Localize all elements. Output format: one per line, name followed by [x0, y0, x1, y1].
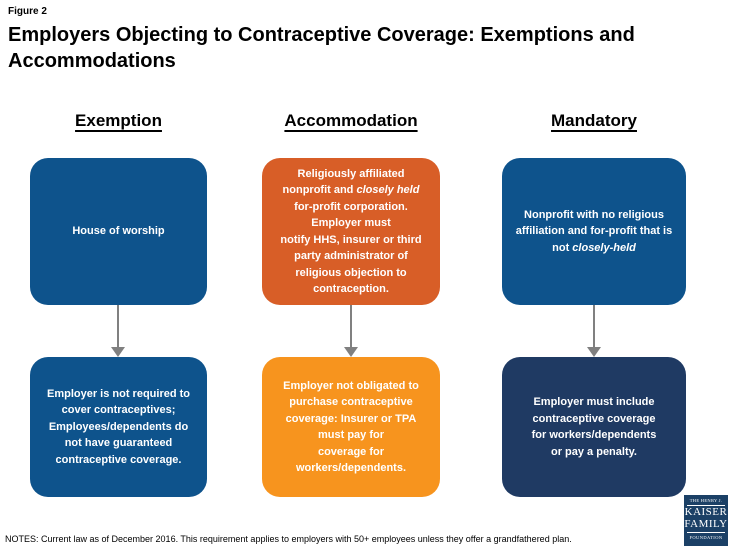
- notes-text: NOTES: Current law as of December 2016. …: [5, 534, 572, 544]
- kff-logo: THE HENRY J. KAISER FAMILY FOUNDATION: [684, 495, 728, 546]
- mandatory-result-box: Employer must include contraceptive cove…: [502, 357, 686, 497]
- column-header-exemption: Exemption: [30, 111, 207, 131]
- logo-family-text: FAMILY: [684, 517, 728, 530]
- column-header-mandatory-text: Mandatory: [551, 111, 637, 130]
- page-title: Employers Objecting to Contraceptive Cov…: [8, 24, 635, 72]
- exemption-source-box: House of worship: [30, 158, 207, 305]
- down-arrow-accommodation: [344, 305, 358, 357]
- mandatory-source-text: Nonprofit with no religious affiliation …: [515, 208, 673, 254]
- arrow-head-icon: [344, 347, 358, 357]
- arrow-shaft: [350, 305, 352, 348]
- logo-henry-j-text: THE HENRY J.: [687, 498, 725, 506]
- exemption-source-text: House of worship: [72, 225, 165, 238]
- accommodation-source-box: Religiously affiliated nonprofit and clo…: [262, 158, 440, 305]
- accommodation-result-text: Employer not obligated to purchase contr…: [283, 379, 419, 475]
- column-header-accommodation: Accommodation: [262, 111, 440, 131]
- logo-foundation-text: FOUNDATION: [687, 532, 725, 540]
- arrow-head-icon: [587, 347, 601, 357]
- down-arrow-mandatory: [587, 305, 601, 357]
- exemption-result-text: Employer is not required to cover contra…: [46, 387, 191, 466]
- arrow-shaft: [117, 305, 119, 348]
- logo-kaiser-text: KAISER: [684, 506, 728, 518]
- exemption-result-box: Employer is not required to cover contra…: [30, 357, 207, 497]
- arrow-shaft: [593, 305, 595, 348]
- accommodation-result-box: Employer not obligated to purchase contr…: [262, 357, 440, 497]
- column-header-accommodation-text: Accommodation: [284, 111, 418, 130]
- accommodation-source-text: Religiously affiliated nonprofit and clo…: [280, 167, 422, 296]
- mandatory-result-text: Employer must include contraceptive cove…: [531, 396, 657, 458]
- arrow-head-icon: [111, 347, 125, 357]
- column-header-mandatory: Mandatory: [502, 111, 686, 131]
- down-arrow-exemption: [111, 305, 125, 357]
- column-header-exemption-text: Exemption: [75, 111, 162, 130]
- figure-label: Figure 2: [8, 6, 47, 17]
- mandatory-source-box: Nonprofit with no religious affiliation …: [502, 158, 686, 305]
